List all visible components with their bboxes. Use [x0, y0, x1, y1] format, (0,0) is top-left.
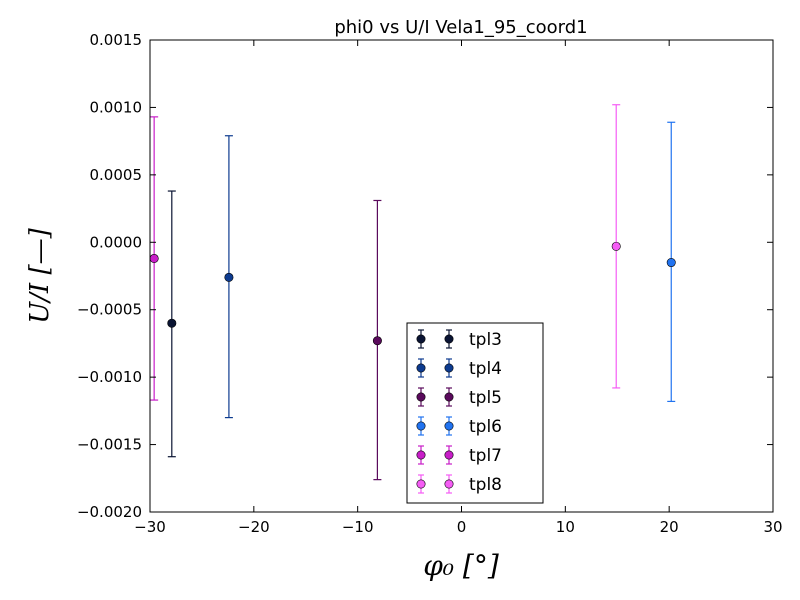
legend-label: tpl4 [469, 359, 502, 379]
legend-marker [416, 450, 426, 460]
legend-label: tpl8 [469, 475, 502, 495]
series-tpl4 [224, 135, 234, 419]
legend-marker [444, 421, 454, 431]
legend-marker [416, 334, 426, 344]
series-tpl3 [167, 190, 177, 458]
y-axis-label: U/I [—] [25, 227, 55, 323]
data-point [224, 272, 234, 282]
legend-marker [444, 363, 454, 373]
legend-label: tpl6 [469, 417, 502, 437]
y-tick-label: −0.0005 [77, 301, 142, 319]
legend-marker [444, 450, 454, 460]
legend-marker [416, 392, 426, 402]
y-tick-label: −0.0020 [77, 503, 142, 521]
series-tpl8 [611, 104, 621, 389]
x-axis-label: φ₀ [°] [423, 549, 499, 582]
legend-entry-tpl8: tpl8 [416, 474, 502, 495]
x-tick-label: −10 [342, 518, 374, 536]
series-tpl7 [149, 116, 159, 401]
data-point [666, 258, 676, 268]
legend-entry-tpl3: tpl3 [416, 329, 502, 350]
legend-box [406, 322, 544, 504]
legend-marker [444, 334, 454, 344]
x-tick-label: −20 [238, 518, 270, 536]
x-tick-label: 20 [660, 518, 679, 536]
series-tpl6 [666, 121, 676, 403]
legend-label: tpl5 [469, 388, 502, 408]
y-tick-label: −0.0015 [77, 436, 142, 454]
data-point [611, 241, 621, 251]
x-tick-label: 30 [763, 518, 782, 536]
legend-entry-tpl6: tpl6 [416, 416, 502, 437]
legend-marker [416, 421, 426, 431]
legend-marker [416, 363, 426, 373]
series-tpl5 [372, 199, 382, 481]
legend-entry-tpl5: tpl5 [416, 387, 502, 408]
y-tick-label: 0.0000 [90, 233, 143, 251]
y-tick-label: 0.0010 [90, 98, 143, 116]
legend-entry-tpl7: tpl7 [416, 445, 502, 466]
chart-title: phi0 vs U/I Vela1_95_coord1 [334, 17, 587, 38]
y-tick-label: 0.0005 [90, 166, 143, 184]
x-tick-label: −30 [134, 518, 166, 536]
legend-marker [444, 392, 454, 402]
legend-marker [416, 479, 426, 489]
data-point [167, 318, 177, 328]
y-tick-label: 0.0015 [90, 31, 143, 49]
data-point [372, 336, 382, 346]
x-tick-label: 0 [457, 518, 467, 536]
legend-label: tpl3 [469, 330, 502, 350]
legend-label: tpl7 [469, 446, 502, 466]
data-point [149, 253, 159, 263]
y-tick-label: −0.0010 [77, 368, 142, 386]
x-tick-label: 10 [556, 518, 575, 536]
legend-marker [444, 479, 454, 489]
legend-entry-tpl4: tpl4 [416, 358, 502, 379]
